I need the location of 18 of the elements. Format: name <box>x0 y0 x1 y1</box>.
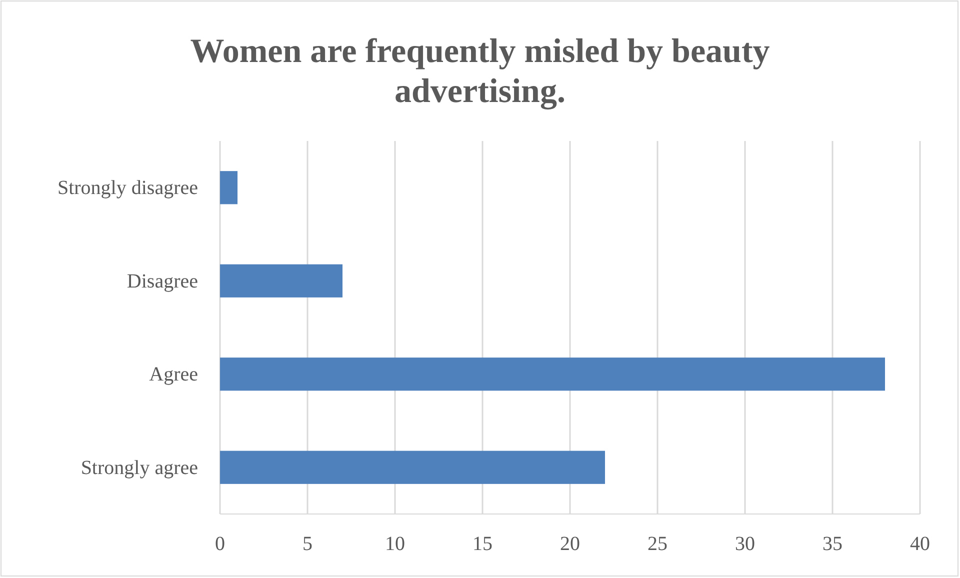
y-tick-label: Agree <box>149 364 198 386</box>
bar <box>220 171 238 204</box>
x-tick-label: 30 <box>735 533 755 556</box>
x-tick-label: 20 <box>560 533 580 556</box>
y-tick-label: Strongly agree <box>80 456 198 479</box>
x-tick-label: 5 <box>302 533 312 556</box>
x-tick-label: 15 <box>472 533 492 556</box>
bar <box>220 264 342 298</box>
x-tick-label: 35 <box>822 533 842 556</box>
x-tick-label: 25 <box>648 533 668 556</box>
x-tick-label: 40 <box>910 533 930 556</box>
chart-title: Women are frequently misled by beauty advertising. <box>190 33 770 110</box>
y-tick-label: Disagree <box>126 270 198 292</box>
x-tick-label: 10 <box>385 533 405 556</box>
x-tick-label: 0 <box>215 533 225 556</box>
bar <box>220 450 605 484</box>
y-tick-label: Strongly disagree <box>57 177 198 200</box>
bar <box>220 358 885 391</box>
